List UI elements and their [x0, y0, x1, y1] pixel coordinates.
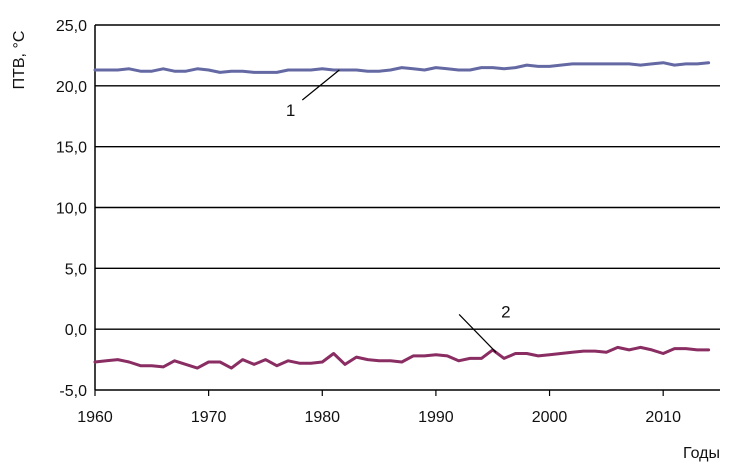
x-tick-labels: 1960 1970 1980 1990 2000 2010: [77, 409, 681, 426]
series-line-2: [93, 345, 711, 370]
y-tick-label: 0,0: [65, 322, 87, 339]
y-tick-label: 10,0: [56, 201, 87, 218]
y-tick-label: 5,0: [65, 261, 87, 278]
callout-leader: [301, 69, 340, 101]
x-tick-label: 1990: [418, 409, 454, 426]
x-tick-label: 2010: [645, 409, 681, 426]
y-tick-label: -5,0: [59, 383, 87, 400]
series-layer: [93, 61, 711, 370]
callout-label-1: 1: [286, 101, 295, 120]
callout-leader: [458, 313, 497, 353]
x-tick-label: 1980: [304, 409, 340, 426]
x-tick-label: 1960: [77, 409, 113, 426]
x-tick-label: 2000: [532, 409, 568, 426]
axes: [94, 25, 720, 396]
y-axis-title: ПТВ, °C: [11, 31, 28, 90]
y-tick-label: 15,0: [56, 140, 87, 157]
series-line-1: [93, 61, 711, 74]
callouts: 12: [286, 69, 511, 353]
y-tick-label: 20,0: [56, 79, 87, 96]
x-axis-title: Годы: [683, 445, 720, 462]
x-tick-label: 1970: [191, 409, 227, 426]
grid-lines: [95, 24, 720, 330]
y-tick-labels: -5,0 0,0 5,0 10,0 15,0 20,0 25,0: [56, 18, 87, 400]
callout-label-2: 2: [501, 302, 510, 321]
y-tick-label: 25,0: [56, 18, 87, 35]
